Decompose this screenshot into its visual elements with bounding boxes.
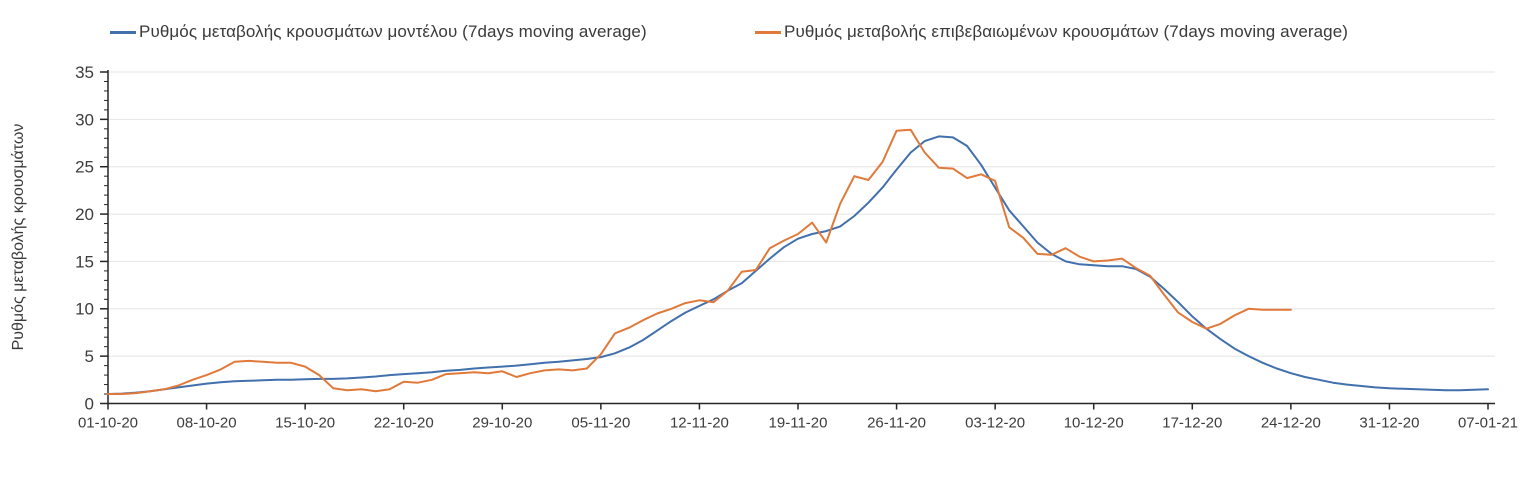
series-line-confirmed [107, 128, 1292, 395]
y-tick-label-10: 10 [75, 300, 94, 319]
legend-line-swatch-confirmed [755, 30, 781, 34]
x-tick-label-22-10-20: 22-10-20 [374, 415, 434, 432]
y-tick-label-35: 35 [75, 63, 94, 82]
x-tick-label-01-10-20: 01-10-20 [78, 415, 138, 432]
y-tick-label-30: 30 [75, 110, 94, 129]
y-tick-label-15: 15 [75, 252, 94, 271]
y-tick-label-5: 5 [85, 347, 94, 366]
legend-item-confirmed: Ρυθμός μεταβολής επιβεβαιωμένων κρουσμάτ… [755, 22, 1348, 42]
x-tick-label-03-12-20: 03-12-20 [965, 415, 1025, 432]
legend-label-model: Ρυθμός μεταβολής κρουσμάτων μοντέλου (7d… [139, 22, 647, 41]
x-tick-label-17-12-20: 17-12-20 [1162, 415, 1222, 432]
x-tick-label-05-11-20: 05-11-20 [571, 415, 630, 432]
legend-item-model: Ρυθμός μεταβολής κρουσμάτων μοντέλου (7d… [110, 22, 647, 42]
x-tick-label-15-10-20: 15-10-20 [275, 415, 335, 432]
legend-label-confirmed: Ρυθμός μεταβολής επιβεβαιωμένων κρουσμάτ… [784, 22, 1349, 41]
x-tick-label-07-01-21: 07-01-21 [1458, 415, 1518, 432]
y-axis-title: Ρυθμός μεταβολής κρουσμάτων [10, 123, 27, 351]
series-line-model [107, 135, 1489, 395]
legend-line-swatch-model [110, 30, 136, 34]
x-tick-label-26-11-20: 26-11-20 [867, 415, 926, 432]
x-tick-label-24-12-20: 24-12-20 [1261, 415, 1321, 432]
y-tick-label-25: 25 [75, 158, 94, 177]
x-tick-label-10-12-20: 10-12-20 [1064, 415, 1124, 432]
x-tick-label-19-11-20: 19-11-20 [769, 415, 828, 432]
y-tick-label-20: 20 [75, 205, 94, 224]
x-tick-label-31-12-20: 31-12-20 [1359, 415, 1419, 432]
x-tick-label-29-10-20: 29-10-20 [472, 415, 532, 432]
x-tick-label-12-11-20: 12-11-20 [670, 415, 729, 432]
x-tick-label-08-10-20: 08-10-20 [177, 415, 237, 432]
y-tick-label-0: 0 [85, 394, 94, 413]
